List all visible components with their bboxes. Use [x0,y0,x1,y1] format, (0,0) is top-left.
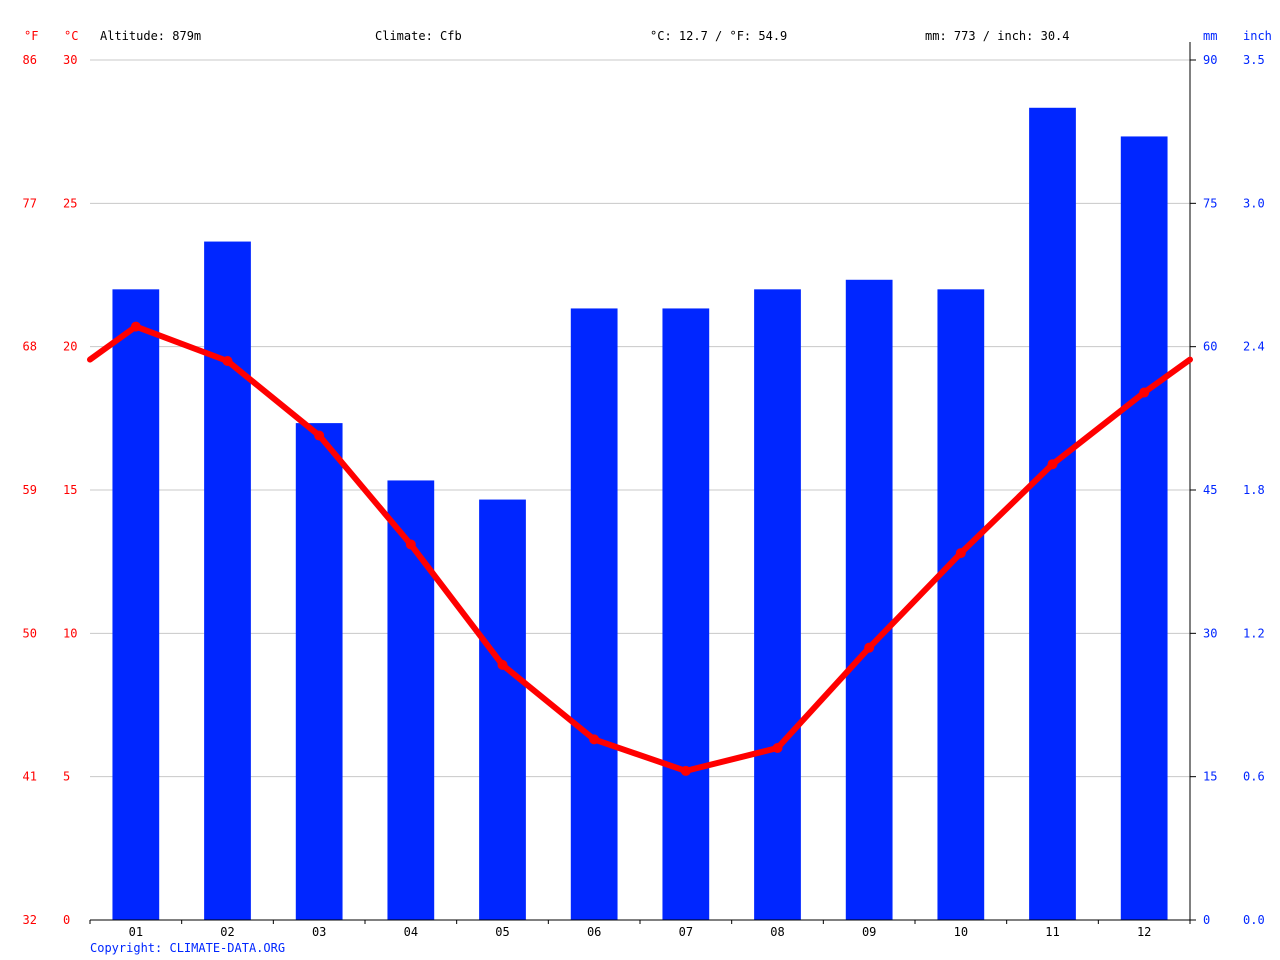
y-left-tick-fahrenheit: 86 [23,53,37,67]
y-right-tick-mm: 0 [1203,913,1210,927]
precipitation-bar [387,480,435,920]
copyright-link[interactable]: Copyright: CLIMATE-DATA.ORG [90,941,285,955]
y-right-tick-inch: 0.0 [1243,913,1265,927]
y-right-tick-mm: 30 [1203,626,1217,640]
x-tick-label: 06 [587,925,601,939]
altitude-label: Altitude: 879m [100,29,201,43]
x-tick-label: 07 [679,925,693,939]
inch-unit-label: inch [1243,29,1272,43]
y-left-tick-fahrenheit: 68 [23,340,37,354]
grid-lines [90,59,1190,778]
mm-unit-label: mm [1203,29,1217,43]
temperature-point [772,743,783,753]
temperature-point [130,321,141,332]
precipitation-bar [295,423,343,920]
precipitation-bar [1120,136,1168,920]
y-left-tick-fahrenheit: 41 [23,770,37,784]
y-right-tick-inch: 2.4 [1243,340,1265,354]
temperature-point [314,430,325,441]
celsius-unit-label: °C [64,29,78,43]
x-tick-label: 10 [954,925,968,939]
y-left-tick-fahrenheit: 32 [23,913,37,927]
axes [89,42,1196,924]
y-right-tick-mm: 15 [1203,770,1217,784]
precipitation-bar [112,289,160,920]
y-left-tick-celsius: 5 [63,770,70,784]
temperature-point [864,642,875,653]
precipitation-bar [845,279,893,920]
temperature-summary-label: °C: 12.7 / °F: 54.9 [650,29,787,43]
y-right-tick-inch: 1.8 [1243,483,1265,497]
x-tick-label: 09 [862,925,876,939]
x-tick-label: 03 [312,925,326,939]
temperature-series-line [87,323,1193,774]
x-tick-label: 12 [1137,925,1151,939]
precipitation-bar [937,289,985,920]
y-right-tick-mm: 45 [1203,483,1217,497]
temperature-point [405,539,416,550]
precipitation-bar [754,289,801,920]
temperature-point [1047,459,1058,470]
y-left-tick-celsius: 20 [63,340,77,354]
y-left-tick-celsius: 0 [63,913,70,927]
temperature-point [955,548,966,559]
precipitation-bar [479,499,526,920]
precipitation-summary-label: mm: 773 / inch: 30.4 [925,29,1070,43]
precipitation-bar [1029,107,1076,921]
precipitation-bar [204,241,251,921]
y-right-tick-inch: 1.2 [1243,626,1265,640]
y-right-tick-inch: 3.5 [1243,53,1265,67]
temperature-line [87,321,1193,776]
y-left-tick-fahrenheit: 77 [23,196,37,210]
precipitation-bars [112,107,1168,921]
y-left-tick-fahrenheit: 59 [23,483,37,497]
x-tick-label: 05 [495,925,509,939]
y-right-tick-inch: 0.6 [1243,770,1265,784]
y-left-tick-fahrenheit: 50 [23,626,37,640]
axis-labels: °F °C mm inch Altitude: 879m Climate: Cf… [23,29,1272,955]
temperature-point [222,356,233,366]
y-right-tick-inch: 3.0 [1243,196,1265,210]
temperature-point [497,659,508,670]
precipitation-bar [662,308,710,920]
climate-label: Climate: Cfb [375,29,462,43]
x-tick-label: 08 [770,925,784,939]
x-tick-label: 04 [404,925,418,939]
x-tick-label: 02 [220,925,234,939]
y-left-tick-celsius: 15 [63,483,77,497]
y-left-tick-celsius: 25 [63,196,77,210]
y-right-tick-mm: 90 [1203,53,1217,67]
fahrenheit-unit-label: °F [24,29,38,43]
y-right-tick-mm: 60 [1203,340,1217,354]
y-left-tick-celsius: 30 [63,53,77,67]
x-tick-label: 01 [129,925,143,939]
x-tick-label: 11 [1045,925,1059,939]
temperature-point [589,734,600,745]
y-right-tick-mm: 75 [1203,196,1217,210]
temperature-point [1139,387,1150,398]
y-left-tick-celsius: 10 [63,626,77,640]
temperature-point [680,765,691,776]
precipitation-bar [570,308,618,920]
